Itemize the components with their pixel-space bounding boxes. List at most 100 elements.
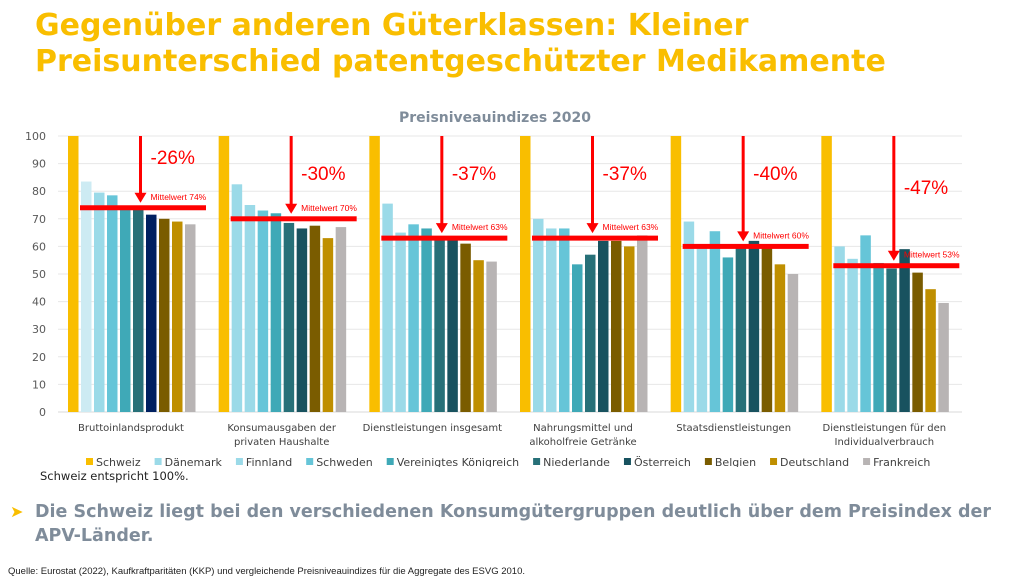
difference-label: -26% — [151, 148, 195, 169]
x-category-label: Individualverbrauch — [835, 437, 935, 448]
legend-swatch — [154, 458, 162, 465]
bar-frankreich-0 — [185, 224, 196, 412]
bar-belgien-4 — [761, 246, 773, 412]
y-tick-label: 30 — [32, 323, 46, 336]
bar-finnland-4 — [696, 246, 708, 412]
bar-dänemark-1 — [231, 184, 243, 412]
bar-deutschland-0 — [172, 221, 183, 412]
difference-arrow-head — [435, 223, 448, 234]
bar-niederlande-0 — [133, 209, 144, 412]
legend-swatch — [386, 458, 394, 465]
legend-swatch — [704, 458, 712, 465]
y-tick-label: 50 — [32, 268, 46, 281]
mean-line — [381, 235, 508, 241]
mean-line — [230, 216, 357, 222]
y-tick-label: 80 — [32, 185, 46, 198]
difference-arrow-head — [737, 231, 750, 242]
bar-frankreich-2 — [486, 261, 497, 412]
mean-line — [80, 205, 206, 211]
slide-title-line-1: Gegenüber anderen Güterklassen: Kleiner — [35, 8, 749, 43]
x-category-label: alkoholfreie Getränke — [529, 437, 636, 448]
slide-title-line-2: Preisunterschied patentgeschützter Medik… — [35, 44, 886, 79]
difference-arrow-head — [586, 223, 599, 234]
legend-swatch — [623, 458, 631, 465]
mean-line — [532, 235, 658, 241]
bar-schweiz-3 — [520, 136, 531, 412]
bar-niederlande-4 — [735, 246, 747, 412]
price-level-chart: Preisniveauindizes 2020 0 10 20 30 40 50 60 70 80… — [25, 110, 962, 467]
mean-label: Mittelwert 60% — [753, 230, 809, 240]
bar-vereinigtes-königreich-1 — [270, 213, 282, 412]
legend-swatch — [235, 458, 243, 465]
bar-dänemark-5 — [834, 246, 845, 412]
bar-belgien-0 — [159, 218, 170, 412]
difference-arrow-head — [887, 250, 900, 261]
x-category-label: Nahrungsmittel und — [533, 423, 633, 434]
difference-label: -37% — [452, 164, 496, 185]
bar-schweden-1 — [257, 210, 269, 412]
bar-schweiz-1 — [218, 136, 230, 412]
bar-deutschland-4 — [774, 264, 786, 412]
bar-belgien-2 — [460, 243, 471, 412]
bar-schweden-0 — [107, 195, 118, 412]
bar-frankreich-1 — [335, 227, 347, 412]
bar-schweiz-5 — [821, 136, 832, 412]
bar-frankreich-3 — [637, 235, 648, 412]
mean-label: Mittelwert 63% — [603, 222, 659, 232]
bar-dänemark-2 — [382, 203, 393, 412]
y-tick-label: 0 — [39, 406, 46, 419]
x-category-label: privaten Haushalte — [234, 437, 329, 448]
bar-vereinigtes-königreich-3 — [572, 264, 583, 412]
bar-vereinigtes-königreich-4 — [722, 257, 734, 412]
bar-finnland-0 — [94, 192, 105, 412]
difference-label: -30% — [301, 164, 345, 185]
bar-österreich-3 — [598, 240, 609, 412]
bar-deutschland-5 — [925, 289, 936, 412]
bar-österreich-2 — [447, 238, 458, 412]
bar-dänemark-0 — [81, 181, 92, 412]
legend-label: Finnland — [246, 456, 292, 467]
bar-schweiz-0 — [68, 136, 79, 412]
mean-line — [833, 263, 960, 269]
x-category-label: Dienstleistungen für den — [823, 423, 947, 434]
bar-österreich-1 — [296, 228, 308, 412]
bar-niederlande-3 — [585, 254, 596, 412]
y-tick-label: 20 — [32, 351, 46, 364]
bar-belgien-5 — [912, 272, 923, 412]
legend-swatch — [770, 458, 778, 465]
bar-schweiz-4 — [670, 136, 682, 412]
arrow-right-icon: ➤ — [10, 502, 24, 521]
difference-label: -40% — [753, 164, 797, 185]
legend-label: Niederlande — [543, 456, 610, 467]
slide-title: Gegenüber anderen Güterklassen: Kleiner … — [35, 8, 1015, 80]
legend-label: Österreich — [634, 456, 691, 467]
bar-schweden-5 — [860, 235, 871, 412]
bar-deutschland-1 — [322, 238, 334, 412]
bar-schweden-2 — [408, 224, 419, 412]
bar-finnland-2 — [395, 232, 406, 412]
mean-label: Mittelwert 53% — [904, 250, 960, 260]
bar-deutschland-3 — [624, 246, 635, 412]
legend-label: Schweiz — [96, 456, 141, 467]
mean-label: Mittelwert 74% — [151, 192, 207, 202]
bar-österreich-4 — [748, 240, 760, 412]
legend-swatch — [306, 458, 314, 465]
bar-finnland-3 — [546, 228, 557, 412]
bar-frankreich-4 — [787, 274, 799, 412]
x-category-label: Staatsdienstleistungen — [676, 423, 791, 434]
x-category-label: Bruttoinlandsprodukt — [78, 423, 184, 434]
bar-belgien-3 — [611, 240, 622, 412]
y-tick-label: 40 — [32, 296, 46, 309]
bar-deutschland-2 — [473, 260, 484, 412]
legend-swatch — [863, 458, 871, 465]
chart-note: Schweiz entspricht 100%. — [40, 469, 189, 483]
y-tick-label: 10 — [32, 378, 46, 391]
bar-vereinigtes-königreich-2 — [421, 228, 432, 412]
bar-dänemark-4 — [683, 221, 695, 412]
difference-arrow-head — [285, 203, 298, 214]
x-category-label: Konsumausgaben der — [227, 423, 336, 434]
y-tick-label: 70 — [32, 213, 46, 226]
key-finding-text: Die Schweiz liegt bei den verschiedenen … — [35, 502, 992, 546]
bar-vereinigtes-königreich-0 — [120, 209, 131, 412]
chart-title: Preisniveauindizes 2020 — [399, 110, 591, 126]
